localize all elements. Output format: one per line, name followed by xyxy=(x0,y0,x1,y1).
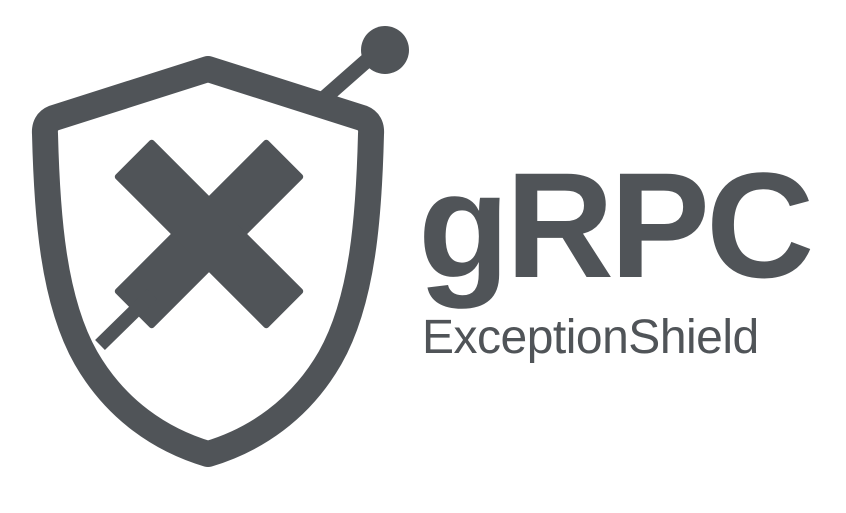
x-mark xyxy=(114,139,304,329)
shield-outline xyxy=(31,56,385,467)
antenna-icon xyxy=(314,26,409,108)
shield-slash xyxy=(95,289,157,350)
brand-subtitle: ExceptionShield xyxy=(422,311,759,364)
wordmark: gRPC ExceptionShield xyxy=(418,150,838,366)
brand-title: gRPC xyxy=(418,141,814,309)
